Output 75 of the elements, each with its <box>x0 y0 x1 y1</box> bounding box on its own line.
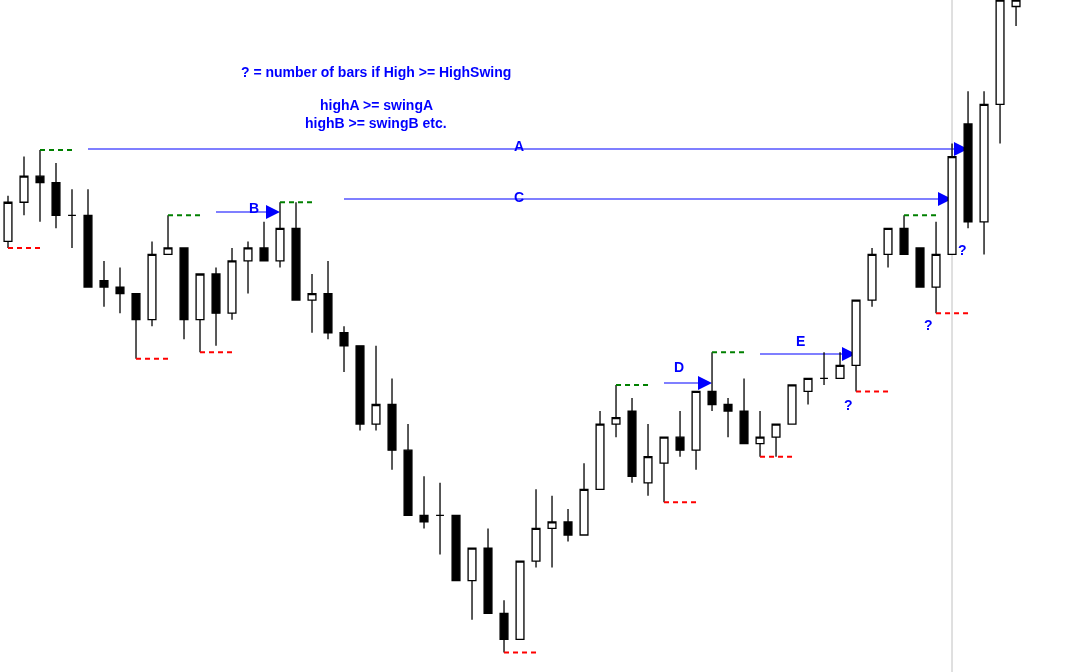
candlestick <box>339 325 349 373</box>
candlestick <box>563 508 573 543</box>
candlestick <box>35 149 45 223</box>
candlestick <box>467 547 477 621</box>
candlestick <box>611 384 621 438</box>
annotation: C <box>514 189 525 205</box>
annotation: highB >= swingB etc. <box>305 115 447 131</box>
candlestick <box>99 260 109 308</box>
candlestick <box>867 247 877 308</box>
candlestick <box>771 423 781 458</box>
candlestick <box>995 0 1005 145</box>
candlestick <box>323 260 333 340</box>
candlestick <box>275 201 285 269</box>
candlestick <box>675 410 685 458</box>
candlestick <box>499 599 509 654</box>
candlestick <box>659 436 669 504</box>
annotation: ? = number of bars if High >= HighSwing <box>241 64 512 80</box>
annotation: D <box>674 359 685 375</box>
candlestick <box>131 292 141 360</box>
candlestick <box>307 273 317 334</box>
candlestick <box>931 221 941 314</box>
annotation: ? <box>844 397 853 413</box>
candlestick <box>851 299 861 393</box>
candlestick <box>259 221 269 262</box>
candlestick <box>115 266 125 314</box>
annotation: highA >= swingA <box>320 97 434 113</box>
candlestick <box>803 377 813 406</box>
candlestick <box>163 214 173 256</box>
annotation: A <box>514 138 525 154</box>
candlestick <box>979 90 989 256</box>
candlestick <box>627 397 637 484</box>
candlestick <box>387 377 397 471</box>
annotation: E <box>796 333 806 349</box>
candlestick <box>883 227 893 269</box>
candlestick <box>403 423 413 517</box>
candlestick <box>195 273 205 353</box>
candlestick <box>723 397 733 438</box>
candlestick <box>579 462 589 536</box>
candlestick <box>451 514 461 582</box>
candlestick <box>547 495 557 569</box>
candlestick <box>899 214 909 256</box>
candlestick <box>355 345 365 432</box>
candlestick <box>691 390 701 471</box>
candlestick <box>419 475 429 530</box>
candlestick <box>371 345 381 432</box>
candlestick <box>147 240 157 327</box>
candlestick <box>531 488 541 569</box>
candlestick <box>947 142 957 256</box>
candlestick <box>739 377 749 445</box>
candlestick <box>435 482 445 556</box>
candlestick <box>707 351 717 412</box>
candlestick <box>819 351 829 386</box>
candlestick <box>787 384 797 425</box>
candlestick <box>835 351 845 380</box>
candlestick <box>67 188 77 249</box>
candlestick <box>3 195 13 249</box>
candlestick <box>83 188 93 288</box>
candlestick <box>755 410 765 458</box>
candlestick <box>595 410 605 490</box>
candlestick <box>19 155 29 216</box>
candlestick <box>483 527 493 614</box>
candlestick <box>963 90 973 229</box>
candlestick <box>211 266 221 347</box>
candlestick <box>51 162 61 229</box>
candlestick <box>915 247 925 288</box>
candlestick <box>291 201 301 301</box>
candlestick <box>243 240 253 295</box>
candlestick <box>227 247 237 321</box>
candlestick <box>1011 0 1021 27</box>
annotation: ? <box>924 317 933 333</box>
annotation: B <box>249 200 260 216</box>
candlestick <box>179 247 189 340</box>
candlestick <box>515 560 525 641</box>
annotation: ? <box>958 242 967 258</box>
candlestick <box>643 423 653 497</box>
